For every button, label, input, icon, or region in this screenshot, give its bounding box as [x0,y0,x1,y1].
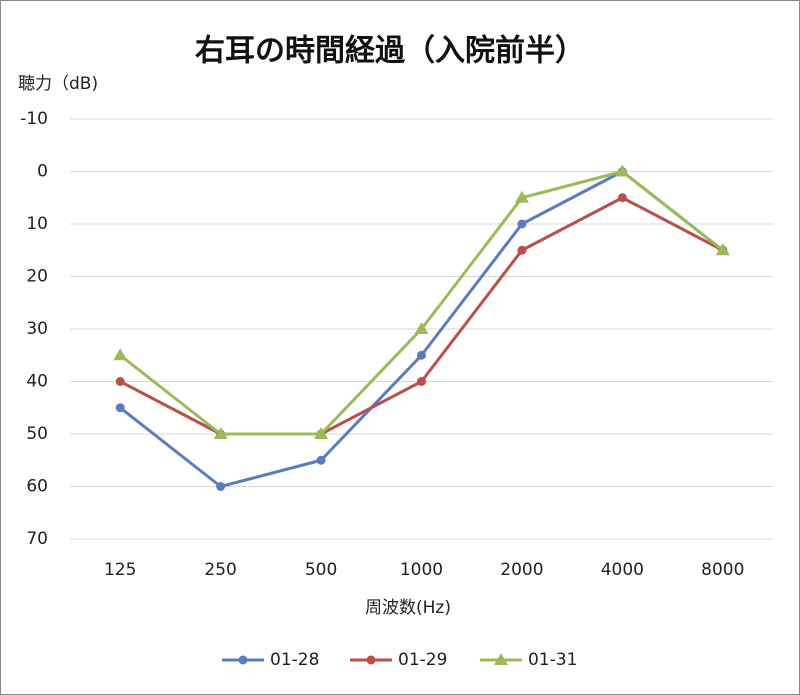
y-tick-label: 50 [26,424,48,444]
marker [517,245,527,255]
y-tick-label: 30 [26,319,48,339]
marker [615,164,630,177]
marker [617,193,627,203]
x-tick-label: 4000 [601,560,644,580]
marker [216,482,226,491]
x-tick-label: 500 [305,560,337,580]
legend-marker [238,655,248,665]
marker [715,243,730,256]
marker [417,377,426,386]
marker [417,350,426,360]
x-tick-label: 1000 [400,560,443,580]
y-axis-label: 聴力（dB) [18,74,98,94]
marker [514,190,529,203]
marker [517,219,527,229]
marker [213,427,228,439]
y-tick-label: -10 [20,109,48,129]
marker [316,455,326,465]
y-tick-label: 0 [37,162,48,182]
y-tick-label: 40 [26,372,48,392]
y-tick-label: 70 [26,529,48,549]
marker [115,403,125,413]
y-tick-label: 60 [26,477,48,497]
x-tick-label: 2000 [500,560,543,580]
marker [115,377,125,386]
y-tick-label: 10 [26,214,48,234]
legend-label: 01-29 [398,650,447,670]
marker [314,427,329,439]
chart-title: 右耳の時間経過（入院前半） [195,34,585,69]
marker [113,348,128,361]
x-tick-label: 250 [204,560,236,580]
x-axis-label: 周波数(Hz) [365,598,451,618]
legend-marker [366,655,376,665]
y-tick-label: 20 [26,267,48,287]
marker [414,322,429,334]
legend-marker [494,653,508,665]
x-tick-label: 125 [104,560,136,580]
legend-label: 01-28 [270,650,319,670]
legend-label: 01-31 [528,650,577,670]
x-tick-label: 8000 [701,560,744,580]
